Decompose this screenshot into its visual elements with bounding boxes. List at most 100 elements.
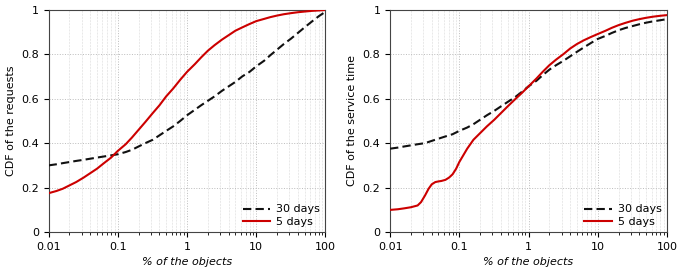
30 days — [503, 100, 512, 103]
5 days — [294, 11, 302, 14]
5 days — [417, 200, 425, 204]
5 days — [176, 78, 184, 81]
5 days — [238, 26, 247, 29]
5 days — [279, 13, 288, 16]
5 days — [421, 194, 429, 197]
30 days — [100, 155, 108, 158]
5 days — [141, 120, 150, 124]
30 days — [400, 145, 408, 148]
30 days — [566, 55, 574, 58]
5 days — [594, 32, 602, 36]
5 days — [169, 87, 177, 90]
5 days — [587, 35, 595, 38]
30 days — [273, 48, 281, 51]
5 days — [469, 138, 477, 141]
5 days — [663, 13, 671, 17]
5 days — [386, 208, 394, 212]
5 days — [445, 176, 453, 179]
30 days — [407, 144, 415, 147]
30 days — [434, 137, 443, 140]
5 days — [413, 204, 421, 207]
5 days — [86, 171, 94, 175]
5 days — [425, 187, 433, 190]
30 days — [59, 162, 67, 165]
5 days — [162, 95, 170, 98]
5 days — [602, 29, 610, 32]
30 days — [266, 54, 275, 57]
5 days — [315, 9, 323, 12]
30 days — [449, 133, 457, 136]
5 days — [155, 104, 163, 107]
30 days — [141, 141, 150, 145]
30 days — [225, 85, 233, 88]
30 days — [649, 20, 657, 23]
5 days — [149, 111, 157, 115]
30 days — [128, 148, 136, 152]
30 days — [538, 74, 546, 77]
30 days — [72, 159, 80, 162]
5 days — [573, 42, 581, 46]
5 days — [218, 38, 226, 41]
30 days — [107, 154, 115, 157]
5 days — [107, 156, 115, 159]
5 days — [113, 149, 122, 153]
30 days — [294, 31, 302, 35]
5 days — [191, 63, 199, 66]
30 days — [252, 65, 260, 68]
30 days — [559, 59, 568, 63]
30 days — [642, 21, 650, 24]
30 days — [594, 37, 602, 41]
5 days — [204, 49, 212, 52]
30 days — [587, 41, 595, 44]
5 days — [400, 207, 408, 210]
5 days — [518, 91, 526, 95]
5 days — [431, 180, 439, 184]
5 days — [455, 161, 463, 164]
30 days — [315, 14, 323, 18]
30 days — [287, 37, 295, 40]
30 days — [386, 147, 394, 150]
5 days — [287, 11, 295, 15]
30 days — [580, 46, 588, 49]
5 days — [566, 47, 574, 50]
5 days — [72, 180, 80, 184]
5 days — [642, 16, 650, 19]
30 days — [428, 139, 436, 143]
5 days — [532, 77, 540, 80]
5 days — [301, 10, 309, 13]
30 days — [497, 105, 505, 108]
30 days — [93, 156, 101, 159]
5 days — [545, 64, 553, 67]
30 days — [149, 138, 157, 141]
30 days — [169, 125, 177, 128]
30 days — [413, 143, 421, 146]
30 days — [545, 68, 553, 71]
30 days — [469, 123, 477, 126]
30 days — [113, 153, 122, 156]
5 days — [66, 184, 74, 187]
X-axis label: % of the objects: % of the objects — [484, 257, 574, 268]
5 days — [449, 173, 457, 176]
5 days — [497, 111, 505, 115]
5 days — [621, 21, 629, 25]
5 days — [232, 29, 240, 32]
30 days — [210, 95, 219, 98]
Line: 5 days: 5 days — [390, 15, 667, 210]
5 days — [225, 34, 233, 37]
30 days — [260, 59, 268, 63]
5 days — [53, 189, 61, 193]
30 days — [279, 42, 288, 46]
30 days — [525, 85, 533, 88]
30 days — [183, 114, 191, 117]
5 days — [441, 178, 449, 182]
5 days — [510, 98, 518, 101]
30 days — [197, 104, 205, 107]
30 days — [162, 129, 170, 132]
30 days — [635, 23, 643, 26]
5 days — [490, 118, 499, 121]
30 days — [218, 89, 226, 93]
5 days — [538, 70, 546, 73]
5 days — [525, 85, 533, 88]
5 days — [552, 58, 560, 61]
30 days — [155, 134, 163, 137]
